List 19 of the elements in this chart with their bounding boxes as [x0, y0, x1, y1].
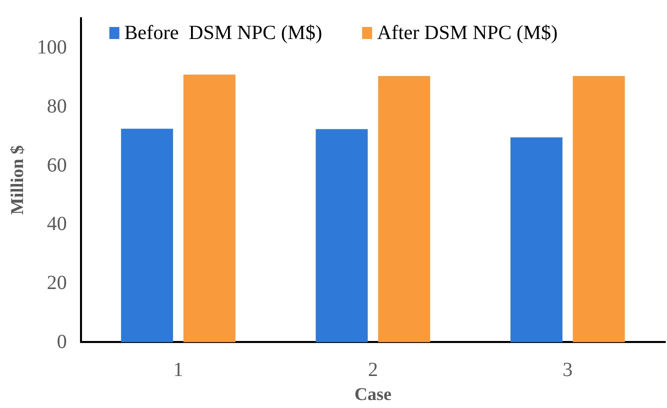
x-tick-label: 3	[562, 359, 573, 382]
y-axis-title: Million $	[7, 145, 27, 215]
bar	[183, 74, 236, 342]
y-tick-label: 20	[46, 272, 67, 294]
y-tick-label: 80	[46, 95, 67, 118]
y-tick-label: 40	[46, 213, 67, 236]
bar	[121, 128, 174, 342]
bar	[378, 76, 430, 342]
legend-label: After DSM NPC (M$)	[377, 22, 558, 44]
bar	[572, 76, 625, 342]
bar	[316, 129, 368, 342]
bar	[510, 137, 562, 342]
legend-label: Before DSM NPC (M$)	[124, 22, 322, 44]
y-tick-label: 0	[56, 331, 67, 354]
x-tick-label: 2	[368, 359, 378, 382]
y-tick-label: 60	[46, 154, 67, 176]
x-axis-title: Case	[354, 384, 392, 404]
y-tick-label: 100	[36, 36, 67, 58]
x-tick-label: 1	[173, 359, 184, 382]
